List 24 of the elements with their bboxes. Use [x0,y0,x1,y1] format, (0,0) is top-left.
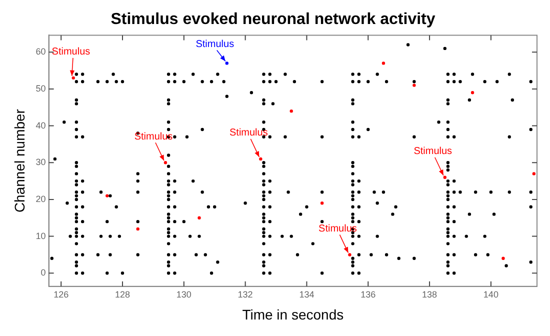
x-tick-label: 134 [299,289,314,300]
x-tick-label: 136 [360,289,376,300]
y-tick-label: 30 [36,157,46,168]
chart-title: Stimulus evoked neuronal network activity [110,11,436,28]
y-tick-label: 20 [36,194,46,204]
y-tick-label: 0 [40,268,46,278]
y-axis-title: Channel number [11,108,28,213]
y-tick-label: 10 [36,230,46,241]
x-tick-label: 140 [483,289,498,300]
annotation: Stimulus [414,146,452,158]
x-tick-label: 130 [176,289,192,300]
annotation: Stimulus [196,38,234,50]
annotation: Stimulus [52,46,90,58]
annotation: Stimulus [229,128,268,139]
annotation: Stimulus [134,131,173,142]
x-tick-label: 138 [422,289,438,300]
x-tick-label: 126 [54,289,69,300]
annotation: Stimulus [318,223,357,234]
y-tick-label: 40 [36,120,46,130]
y-tick-label: 50 [36,83,46,94]
x-tick-label: 128 [114,289,130,300]
x-tick-label: 132 [238,289,253,300]
y-tick-label: 60 [36,46,46,57]
x-axis-title: Time in seconds [242,306,344,322]
